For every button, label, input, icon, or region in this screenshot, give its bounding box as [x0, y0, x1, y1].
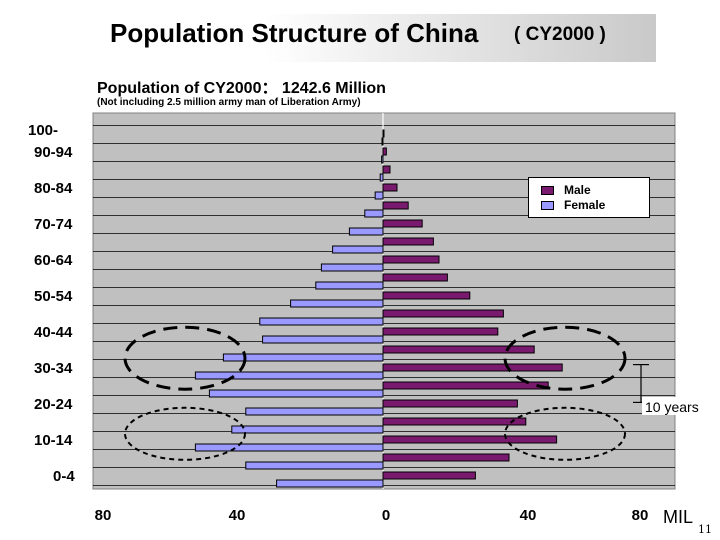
- page-number: 11: [698, 523, 712, 536]
- title-bar: [96, 14, 656, 62]
- bar-female-45-49: [259, 317, 384, 326]
- bar-female-80-84: [374, 191, 384, 200]
- plot-area: [92, 112, 676, 490]
- y-tick-label-60-64: 60-64: [34, 252, 73, 269]
- bar-female-65-69: [332, 245, 384, 254]
- x-tick-label-1: 40: [229, 507, 246, 524]
- bar-female-35-39: [222, 353, 384, 362]
- y-tick-label-70-74: 70-74: [34, 216, 73, 233]
- bar-male-0-4: [382, 471, 476, 480]
- bar-female-85-89: [379, 173, 384, 182]
- highlight-ellipse-male-1: [503, 325, 627, 391]
- bar-male-5-9: [382, 453, 510, 462]
- bar-female-50-54: [290, 299, 384, 308]
- highlight-ellipse-male-3: [504, 406, 626, 461]
- bar-female-90-94: [381, 155, 384, 164]
- annotation-10-years: 10 years: [645, 399, 699, 415]
- y-tick-label-0-4: 0-4: [53, 468, 75, 485]
- bar-male-55-59: [382, 273, 448, 282]
- bar-male-20-24: [382, 399, 518, 408]
- bar-female-55-59: [315, 281, 384, 290]
- bar-male-70-74: [382, 219, 423, 228]
- y-tick-label-50-54: 50-54: [34, 288, 73, 305]
- highlight-ellipse-female-2: [124, 406, 246, 461]
- bar-male-75-79: [382, 201, 409, 210]
- population-total: Population of CY2000： 1242.6 Million: [97, 80, 386, 97]
- bar-male-85-89: [382, 165, 391, 174]
- chart-title: Population Structure of China: [110, 18, 479, 48]
- y-tick-label-20-24: 20-24: [34, 396, 73, 413]
- bar-female-0-4: [276, 479, 384, 488]
- x-tick-label-2: 0: [382, 507, 390, 524]
- x-tick-label-4: 80: [632, 507, 649, 524]
- bar-male-35-39: [382, 345, 535, 354]
- highlight-ellipse-female-0: [123, 325, 247, 391]
- legend: Male Female: [528, 177, 650, 218]
- legend-label-male: Male: [564, 183, 591, 197]
- x-axis-unit-label: MIL: [663, 507, 693, 527]
- y-tick-label-100-: 100-: [28, 122, 58, 139]
- bar-female-95-99: [381, 137, 384, 146]
- bar-male-80-84: [382, 183, 398, 192]
- y-tick-label-80-84: 80-84: [34, 180, 73, 197]
- legend-item-female: Female: [541, 198, 605, 212]
- bar-male-15-19: [382, 417, 527, 426]
- bar-female-10-14: [194, 443, 384, 452]
- legend-swatch-male: [541, 185, 554, 195]
- bar-male-30-34: [382, 363, 563, 372]
- x-tick-label-3: 40: [520, 507, 537, 524]
- bar-male-65-69: [382, 237, 434, 246]
- army-note: (Not including 2.5 million army man of L…: [97, 97, 361, 108]
- bar-male-90-94: [382, 147, 387, 156]
- bar-female-75-79: [364, 209, 384, 218]
- bar-male-50-54: [382, 291, 471, 300]
- bar-male-60-64: [382, 255, 440, 264]
- bar-female-15-19: [231, 425, 384, 434]
- y-tick-label-30-34: 30-34: [34, 360, 73, 377]
- bar-female-5-9: [245, 461, 384, 470]
- bar-female-40-44: [262, 335, 384, 344]
- x-tick-label-0: 80: [95, 507, 112, 524]
- bar-female-70-74: [348, 227, 384, 236]
- legend-swatch-female: [541, 200, 554, 210]
- bar-male-95-99: [382, 129, 385, 138]
- y-tick-label-40-44: 40-44: [34, 324, 73, 341]
- bar-female-60-64: [320, 263, 384, 272]
- chart-title-year: ( CY2000 ): [514, 24, 606, 45]
- annotation-box: [642, 397, 712, 415]
- bar-male-45-49: [382, 309, 504, 318]
- bar-female-25-29: [208, 389, 384, 398]
- bar-male-25-29: [382, 381, 549, 390]
- bar-female-20-24: [245, 407, 384, 416]
- bar-female-30-34: [194, 371, 384, 380]
- y-tick-label-90-94: 90-94: [34, 144, 73, 161]
- legend-item-male: Male: [541, 183, 591, 197]
- bar-male-10-14: [382, 435, 558, 444]
- bar-male-40-44: [382, 327, 499, 336]
- legend-label-female: Female: [564, 198, 606, 212]
- y-tick-label-10-14: 10-14: [34, 432, 73, 449]
